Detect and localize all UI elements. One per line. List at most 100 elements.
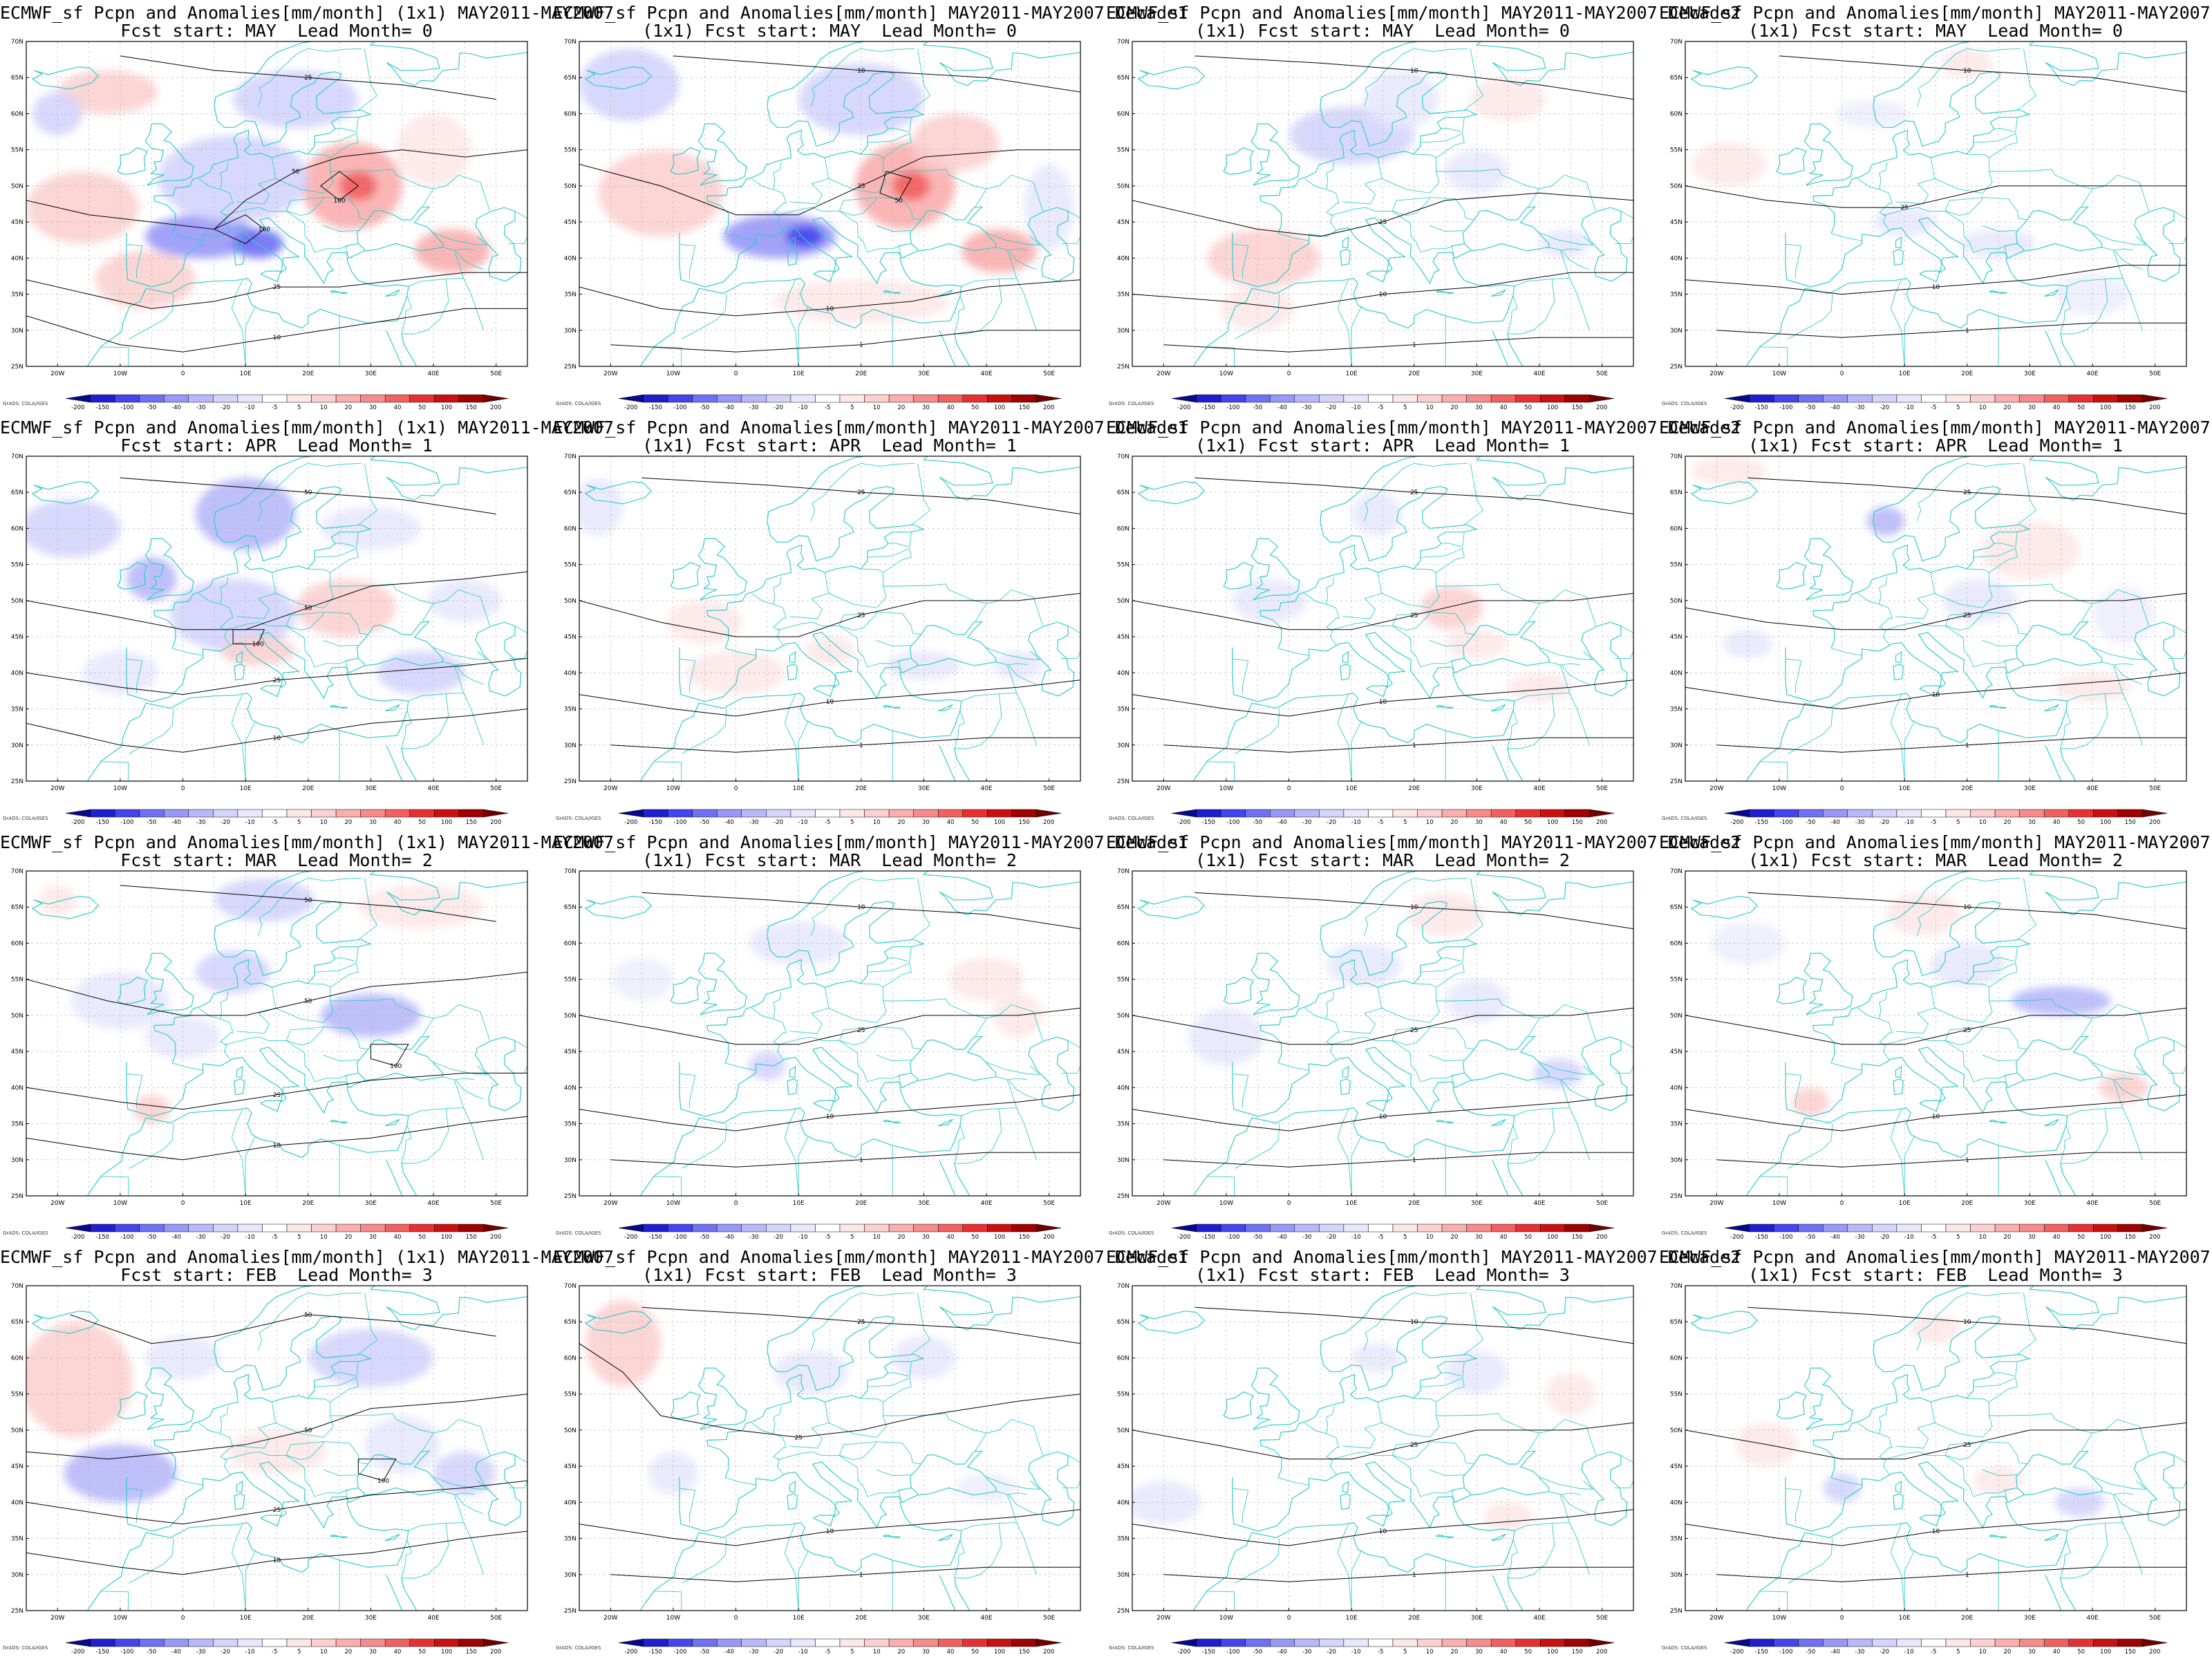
colorbar-swatch [1490,1224,1517,1232]
lat-label: 35N [11,292,24,299]
colorbar-swatch [1994,394,2020,403]
lon-label: 20W [50,785,64,792]
lat-label: 50N [1117,1427,1130,1434]
colorbar-swatch [667,1638,693,1647]
lon-label: 10W [1219,1615,1233,1622]
map-panel: 25 10 1 25 25N 30N 35N 40N 45N 50N 55N 60N 65N 70N 20W… [553,1244,1188,1659]
lon-label: 20W [50,1615,64,1622]
contour-label: 25 [794,1434,802,1441]
grads-credit: GrADS: COLA/IGES [1109,816,1154,821]
colorbar-swatch [766,809,791,818]
colorbar-swatch [864,394,890,403]
colorbar-swatch [618,1638,644,1647]
colorbar-swatch [962,394,988,403]
colorbar-swatch [1417,1224,1443,1232]
lon-label: 30E [918,1200,930,1207]
colorbar-label: 50 [2077,404,2085,411]
colorbar-label: 40 [1500,1234,1508,1241]
panel-subtitle: (1x1) Fcst start: APR Lead Month= 1 [642,435,1017,456]
colorbar-swatch [1896,394,1922,403]
contour-label: 25 [1379,219,1387,226]
colorbar-swatch [937,1638,964,1647]
graticule [26,871,527,1196]
map-panel: 25 10 1 10 25N 30N 35N 40N 45N 50N 55N 60N 65N 70N 20W… [1659,830,2212,1244]
anomaly-area [1710,921,1785,965]
lat-label: 35N [11,1536,24,1543]
colorbar-label: 100 [441,1234,452,1241]
colorbar-label: 100 [2100,1234,2111,1241]
colorbar-swatch [766,1224,791,1232]
colorbar-swatch [1196,1224,1221,1232]
colorbar-swatch [716,1638,742,1647]
colorbar-label: -200 [71,1234,84,1241]
contour-line [1194,892,1633,930]
lat-label: 60N [11,940,24,947]
colorbar-swatch [1798,1224,1824,1232]
contour-line [1163,337,1633,353]
colorbar-swatch [1319,809,1344,818]
contour-label: 25 [857,1319,865,1326]
colorbar-label: 100 [1547,1649,1558,1656]
map-frame [1132,456,1634,782]
lon-label: 10W [1772,1615,1786,1622]
lat-label: 65N [11,489,24,496]
colorbar-swatch [483,809,509,818]
lat-label: 25N [1670,1608,1683,1615]
lat-label: 25N [1117,1193,1130,1200]
colorbar-label: 40 [394,1234,402,1241]
colorbar-swatch [1245,1638,1271,1647]
colorbar-label: 20 [344,1234,352,1241]
colorbar-label: 5 [1956,404,1960,411]
colorbar-swatch [262,809,288,818]
coastlines [31,456,527,781]
map-plot: 5025101005025N30N35N40N45N50N55N60N65N70… [3,453,528,826]
lat-label: 40N [11,255,24,262]
contour-line [579,1094,1080,1132]
colorbar-swatch [335,394,361,403]
graticule [1132,1286,1633,1611]
colorbar-label: 5 [297,1649,301,1656]
contour-label: 25 [304,75,312,82]
colorbar-label: -200 [624,819,637,826]
contour-label: 25 [857,489,865,496]
lat-label: 60N [564,940,577,947]
colorbar: -200 -150 -100 -50 -40 -30 -20 -10 -5 5 10 20 30 40 50… [618,394,1062,411]
contour-line [1132,679,1633,717]
contour-line [641,477,1080,515]
colorbar-label: 50 [2077,1649,2085,1656]
colorbar-label: -150 [96,819,109,826]
colorbar-label: 30 [369,1234,377,1241]
lon-label: 20E [1408,785,1420,792]
lon-label: 30E [1471,1615,1483,1622]
colorbar-label: -50 [1806,819,1815,826]
colorbar-label: 100 [994,404,1005,411]
colorbar-label: -10 [798,1234,808,1241]
colorbar-swatch [1294,809,1320,818]
colorbar-swatch [1589,1638,1615,1647]
colorbar-swatch [90,809,115,818]
colorbar-label: -10 [245,1649,255,1656]
map-frame [26,1285,528,1611]
colorbar-swatch [213,394,238,403]
lat-label: 30N [1670,1572,1683,1579]
colorbar-label: 30 [1475,1649,1483,1656]
contour-label: 10 [1963,904,1971,911]
colorbar-label: -200 [1730,1649,1743,1656]
colorbar-swatch [1515,809,1541,818]
anomaly-area [786,225,824,247]
colorbar-label: 150 [466,404,477,411]
panel-title: ECMWF_sf Pcpn and Anomalies[mm/month] MA… [1659,418,2211,438]
colorbar-swatch [1822,1224,1848,1232]
contour-label: 10 [273,735,281,742]
colorbar-swatch [864,1638,890,1647]
colorbar-label: -100 [1226,1234,1239,1241]
lat-label: 60N [564,111,577,118]
anomaly-area [233,229,283,259]
colorbar-label: 30 [1475,1234,1483,1241]
map-frame [1132,870,1634,1197]
anomaly-area [1364,70,1440,129]
coastlines [1690,1286,2186,1611]
anomaly-area [2099,1073,2149,1103]
lon-label: 10W [1219,785,1233,792]
colorbar-swatch [237,1638,263,1647]
